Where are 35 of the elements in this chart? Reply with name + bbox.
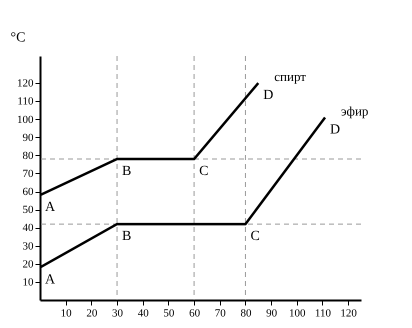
x-tick-label: 60 <box>189 308 201 320</box>
y-tick-label: 90 <box>22 132 34 144</box>
x-tick-label: 120 <box>340 308 358 320</box>
annotation: A <box>45 272 56 288</box>
annotation: B <box>122 229 132 244</box>
y-tick-label: 30 <box>22 240 34 252</box>
x-tick-label: 40 <box>138 308 150 320</box>
y-tick-label: 10 <box>22 276 34 288</box>
y-tick-label: 50 <box>22 204 34 216</box>
x-tick-label: 80 <box>240 308 252 320</box>
series-label: спирт <box>274 69 306 84</box>
y-axis-title: °C <box>10 30 26 46</box>
annotation: D <box>263 88 274 104</box>
annotation: A <box>45 200 56 216</box>
x-tick-label: 50 <box>163 308 175 320</box>
x-tick-label: 30 <box>112 308 124 320</box>
y-tick-label: 20 <box>22 258 34 270</box>
annotation: D <box>330 122 340 138</box>
x-tick-label: 20 <box>86 308 98 320</box>
y-tick-label: 70 <box>22 168 34 180</box>
annotation: C <box>250 229 260 244</box>
x-tick-label: 110 <box>314 308 332 320</box>
y-tick-label: 80 <box>22 150 34 162</box>
x-tick-label: 10 <box>60 308 72 320</box>
y-tick-label: 110 <box>17 96 34 108</box>
annotation: B <box>122 164 132 180</box>
y-tick-label: 40 <box>22 222 34 234</box>
annotation: C <box>199 164 208 180</box>
series-label: эфир <box>341 103 368 118</box>
x-tick-label: 100 <box>289 308 306 320</box>
y-tick-label: 60 <box>22 186 34 198</box>
y-tick-label: 100 <box>17 114 34 126</box>
y-tick-label: 120 <box>17 78 34 90</box>
x-tick-label: 70 <box>214 308 226 320</box>
x-tick-label: 90 <box>266 308 278 320</box>
